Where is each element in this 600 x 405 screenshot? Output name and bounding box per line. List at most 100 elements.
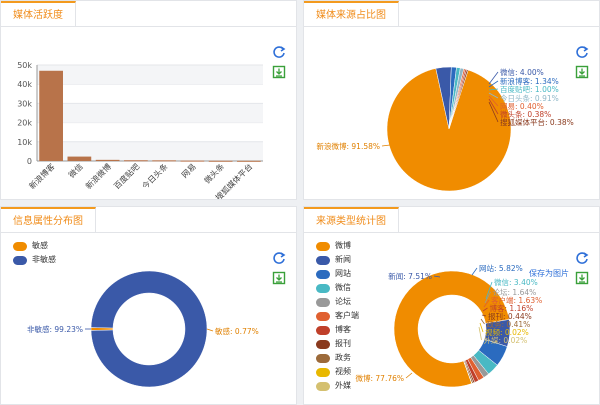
label-leader (488, 80, 499, 88)
bar[interactable] (39, 70, 63, 161)
source-pie-chart: 新浪微博: 91.58% 微信: 4.00%新浪博客: 1.34%百度贴吧: 1.… (316, 66, 574, 192)
legend-label: 微信 (335, 283, 351, 292)
data-label: 百度贴吧: 1.00% (500, 84, 559, 94)
bar[interactable] (208, 160, 233, 162)
label-leader (481, 314, 487, 317)
legend-item[interactable]: 报刊 (316, 337, 359, 351)
panel-info-attribute: 信息属性分布图 敏感 非敏感 非敏感: 99.23% 敏感: 0.77% (0, 206, 297, 405)
legend-swatch (316, 269, 330, 279)
label-leader (488, 88, 499, 91)
data-label: 博客: 1.16% (490, 303, 534, 313)
legend-label: 客户端 (335, 311, 359, 320)
label-leader (405, 372, 413, 379)
legend-label: 非敏感 (32, 255, 56, 264)
data-label: 网站: 5.82% (479, 263, 523, 273)
data-label: 视频: 0.02% (485, 327, 529, 337)
legend-swatch (13, 255, 27, 265)
refresh-icon[interactable] (272, 251, 286, 265)
download-icon[interactable] (272, 271, 286, 285)
legend-swatch (316, 283, 330, 293)
legend-item[interactable]: 政务 (316, 351, 359, 365)
refresh-icon[interactable] (272, 45, 286, 59)
bar[interactable] (124, 160, 148, 162)
legend-item[interactable]: 论坛 (316, 295, 359, 309)
data-label: 外媒: 0.02% (484, 335, 528, 345)
label-leader (471, 267, 478, 276)
refresh-icon[interactable] (575, 251, 589, 265)
legend-label: 政务 (335, 353, 351, 362)
legend-label: 视频 (335, 367, 351, 376)
x-tick-label: 网易 (180, 162, 198, 180)
data-label: 报刊: 0.44% (488, 311, 532, 321)
pie-slice[interactable] (90, 327, 114, 331)
y-tick-label: 20k (17, 119, 32, 128)
pie-slice[interactable] (393, 270, 510, 388)
data-label: 政务: 0.41% (487, 319, 531, 329)
bar[interactable] (152, 160, 176, 162)
y-tick-label: 10k (17, 138, 32, 147)
legend-item[interactable]: 网站 (316, 267, 359, 281)
legend-item[interactable]: 微信 (316, 281, 359, 295)
x-tick-label: 微头条 (202, 161, 226, 185)
legend-swatch (316, 311, 330, 321)
x-tick-label: 新浪微博 (83, 161, 113, 191)
legend-swatch (316, 297, 330, 307)
legend-item[interactable]: 博客 (316, 323, 359, 337)
data-label: 搜狐媒体平台: 0.38% (500, 117, 574, 127)
chart-tools (272, 251, 286, 291)
panel-media-activity: 媒体活跃度 0 10k 20k 30k 40k 50k 新浪博客 微信 新浪微博 百度贴吧 今日头条… (0, 0, 297, 200)
data-label: 敏感: 0.77% (215, 326, 259, 336)
pie-slice[interactable] (463, 360, 473, 384)
bar[interactable] (67, 156, 92, 161)
bar[interactable] (95, 159, 120, 161)
data-label: 微信: 3.40% (494, 277, 538, 287)
grid-band (37, 65, 263, 85)
bar[interactable] (237, 160, 261, 162)
legend-swatch (316, 255, 330, 265)
label-leader (488, 95, 499, 107)
label-leader (479, 322, 484, 333)
legend-label: 报刊 (335, 339, 351, 348)
pie-slice[interactable] (448, 69, 469, 130)
y-tick-label: 0 (27, 157, 32, 166)
pie-slice[interactable] (90, 270, 208, 388)
label-leader (484, 291, 491, 304)
grid-band (37, 103, 263, 123)
data-label: 微信: 4.00% (500, 67, 544, 77)
x-tick-label: 今日头条 (140, 161, 170, 191)
download-icon[interactable] (272, 65, 286, 79)
label-leader (483, 299, 490, 308)
label-leader (485, 281, 493, 300)
chart-tools (575, 251, 589, 291)
legend-item[interactable]: 非敏感 (13, 253, 56, 267)
legend-label: 论坛 (335, 297, 351, 306)
legend-item[interactable]: 客户端 (316, 309, 359, 323)
grid-band (37, 141, 263, 161)
attr-legend: 敏感 非敏感 (13, 239, 56, 267)
legend-label: 敏感 (32, 241, 48, 250)
refresh-icon[interactable] (575, 45, 589, 59)
legend-item[interactable]: 敏感 (13, 239, 56, 253)
pie-slice[interactable] (386, 68, 512, 192)
bar[interactable] (180, 160, 205, 162)
divider (304, 26, 599, 27)
save-image-tooltip: 保存为图片 (529, 269, 569, 278)
label-leader (488, 98, 499, 115)
divider (304, 232, 599, 233)
legend-item[interactable]: 新闻 (316, 253, 359, 267)
legend-item[interactable]: 视频 (316, 365, 359, 379)
download-icon[interactable] (575, 271, 589, 285)
legend-swatch (316, 241, 330, 251)
type-donut-chart: 微博: 77.76% 新闻: 7.51% 网站: 5.82% 微信: 3.40%论坛:… (355, 263, 542, 388)
data-label: 微博: 77.76% (355, 373, 404, 383)
divider (1, 26, 296, 27)
download-icon[interactable] (575, 65, 589, 79)
y-tick-label: 50k (17, 61, 32, 70)
legend-item[interactable]: 外媒 (316, 379, 359, 393)
legend-item[interactable]: 微博 (316, 239, 359, 253)
legend-swatch (13, 241, 27, 251)
y-tick-label: 40k (17, 80, 32, 89)
type-legend: 微博 新闻 网站微信论坛客户端博客报刊政务视频外媒 (316, 239, 359, 393)
data-label: 论坛: 1.64% (493, 287, 537, 297)
